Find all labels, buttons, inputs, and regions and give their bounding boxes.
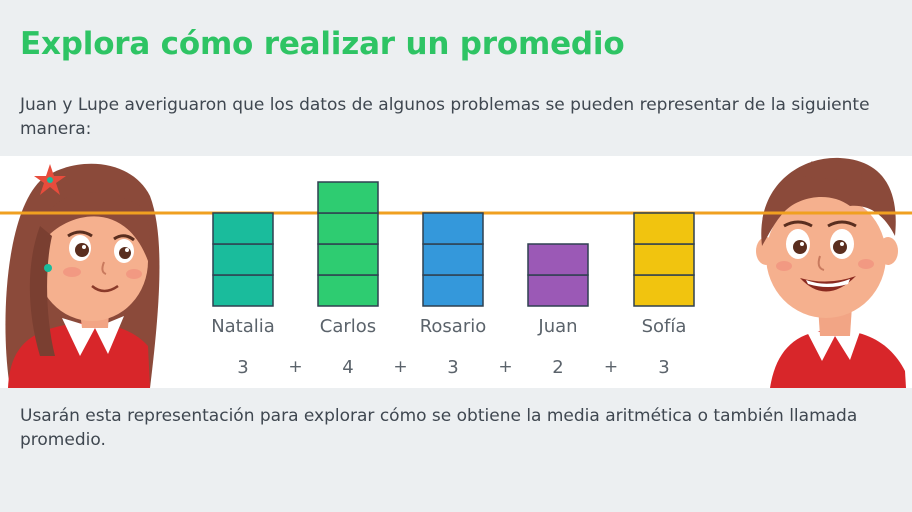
bar-block (527, 243, 589, 276)
outro-paragraph: Usarán esta representación para explorar… (20, 406, 858, 450)
category-label: Carlos (319, 316, 377, 337)
category-label: Sofía (641, 316, 687, 337)
plus-sign: + (603, 357, 619, 377)
bar-block (212, 212, 274, 245)
bar-block (317, 212, 379, 245)
bar-block (422, 212, 484, 245)
bar-diagram-panel: Natalia 3 + Carlos 4 + Rosario 3 + Juan 2 + Sofía 3 (0, 156, 912, 388)
bar-block (317, 181, 379, 214)
plus-sign: + (393, 357, 408, 377)
intro-paragraph: Juan y Lupe averiguaron que los datos de… (20, 95, 870, 139)
plus-sign: + (288, 357, 303, 377)
plus-sign: + (498, 357, 513, 377)
bar-diagram (0, 157, 912, 388)
bar-block (422, 243, 484, 276)
value-label: 2 (552, 357, 564, 378)
bar-block (317, 274, 379, 307)
value-label: 3 (447, 357, 459, 378)
bar-block (212, 274, 274, 307)
bar-block (633, 274, 695, 307)
category-label: Juan (538, 316, 578, 337)
bar-block (422, 274, 484, 307)
boy-character (756, 157, 906, 388)
category-label: Natalia (211, 316, 275, 337)
bar-block (527, 274, 589, 307)
bar-rosario (422, 212, 484, 307)
bar-block (212, 243, 274, 276)
bar-sofía (633, 212, 695, 307)
girl-character (5, 163, 160, 388)
value-label: 3 (237, 357, 249, 378)
bar-block (633, 212, 695, 245)
category-label: Rosario (419, 316, 487, 337)
page-title: Explora cómo realizar un promedio (20, 26, 625, 62)
bar-block (317, 243, 379, 276)
bar-juan (527, 243, 589, 307)
bar-carlos (317, 181, 379, 307)
bar-block (633, 243, 695, 276)
value-label: 4 (342, 357, 354, 378)
bar-natalia (212, 212, 274, 307)
value-label: 3 (658, 357, 670, 378)
